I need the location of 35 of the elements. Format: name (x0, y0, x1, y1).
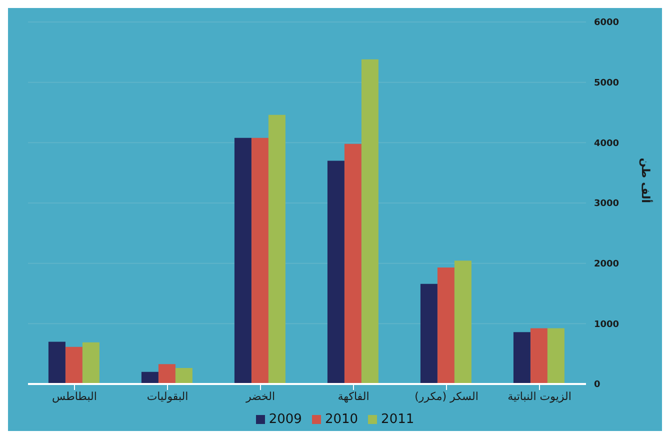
bar (454, 260, 472, 384)
legend-label: 2009 (268, 412, 302, 427)
y-tick-label: 6000 (594, 18, 620, 28)
x-tick-label: البقوليات (146, 390, 188, 403)
legend-label: 2010 (324, 412, 358, 427)
bar (513, 332, 530, 384)
y-axis-title: ألف طن (639, 158, 654, 203)
bar (420, 284, 438, 384)
x-tick-label: البطاطس (52, 390, 97, 403)
y-tick-label: 0 (594, 380, 600, 390)
bar (344, 144, 362, 384)
bar (82, 342, 100, 384)
bar (437, 268, 454, 384)
bar (65, 346, 82, 384)
y-tick-label: 4000 (594, 138, 620, 149)
x-tick-label: السكر (مكرر) (414, 390, 478, 403)
bar (361, 59, 378, 384)
bar (48, 342, 66, 384)
y-tick-label: 3000 (594, 199, 620, 210)
bar (251, 138, 268, 384)
y-tick-label: 5000 (594, 78, 620, 89)
legend-label: 2011 (381, 412, 414, 427)
y-tick-label: 2000 (594, 260, 620, 270)
bar (234, 138, 252, 384)
x-tick-label: الفاكهة (338, 390, 370, 403)
bar (175, 368, 192, 384)
bar (268, 114, 286, 384)
x-tick-label: الخضر (244, 390, 276, 403)
bar (158, 364, 176, 384)
bar (141, 372, 158, 384)
bar (547, 328, 564, 384)
bar (327, 160, 344, 384)
x-tick-label: الزيوت النباتية (508, 390, 572, 403)
bar (530, 328, 548, 384)
y-tick-label: 1000 (594, 320, 620, 330)
